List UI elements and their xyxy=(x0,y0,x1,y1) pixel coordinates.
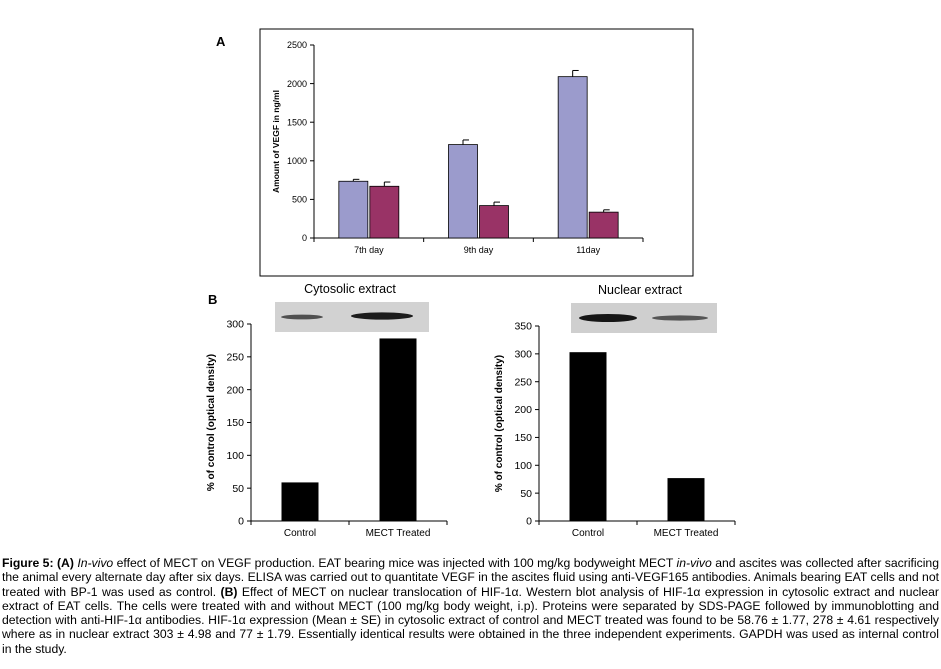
blot-band-treated xyxy=(652,315,708,321)
y-tick-label: 250 xyxy=(514,376,532,388)
chart-a: 0 500 1000 1500 2000 2500 7th day 9th day 11day A… xyxy=(271,40,644,255)
y-axis-title: Amount of VEGF in ng/ml xyxy=(271,90,281,193)
y-tick-label: 300 xyxy=(226,319,244,331)
blot-band-control xyxy=(281,314,323,320)
y-tick-label: 300 xyxy=(514,349,532,361)
chart-b-cytosolic: 0 50 100 150 200 250 300 Control MECT Treated % o… xyxy=(206,319,448,539)
caption-a-italic-1: In-vivo xyxy=(77,556,114,570)
x-category-label: MECT Treated xyxy=(366,528,431,539)
y-tick-label: 50 xyxy=(520,488,532,500)
caption-label: Figure 5: xyxy=(2,556,54,570)
caption-b-text: Effect of MECT on nuclear translocation … xyxy=(2,584,939,656)
y-tick-label: 2500 xyxy=(287,40,307,50)
bar xyxy=(369,185,400,239)
y-tick-label: 250 xyxy=(226,352,244,364)
figure-caption: Figure 5: (A) In-vivo effect of MECT on … xyxy=(2,556,939,656)
panel-a: A 0 500 1000 1500 2000 2500 7th day 9th day 11da… xyxy=(216,28,694,277)
bar xyxy=(479,205,509,239)
blot-band-control xyxy=(579,314,637,322)
western-blot-cytosolic xyxy=(275,302,429,332)
caption-a-text-1: effect of MECT on VEGF production. EAT b… xyxy=(113,556,677,570)
y-tick-label: 0 xyxy=(238,516,244,528)
bar xyxy=(667,478,705,521)
y-axis-title: % of control (optical density) xyxy=(494,355,505,492)
panel-a-label: A xyxy=(216,34,226,49)
x-category-label: 7th day xyxy=(354,245,384,255)
caption-a-italic-2: in-vivo xyxy=(676,556,712,570)
y-tick-label: 150 xyxy=(514,432,532,444)
western-blot-nuclear xyxy=(571,303,717,333)
y-tick-label: 50 xyxy=(232,483,244,495)
bar xyxy=(588,211,619,239)
y-tick-label: 1500 xyxy=(287,117,307,127)
panel-b-label: B xyxy=(208,292,217,307)
y-tick-label: 100 xyxy=(514,460,532,472)
y-tick-label: 2000 xyxy=(287,79,307,89)
x-category-label: Control xyxy=(572,528,604,539)
x-category-label: MECT Treated xyxy=(654,528,719,539)
y-tick-label: 500 xyxy=(292,195,307,205)
caption-a-tag: (A) xyxy=(56,556,74,570)
bar xyxy=(569,352,607,521)
blot-band-treated xyxy=(351,312,413,320)
y-tick-label: 350 xyxy=(514,321,532,333)
panel-b: B Cytosolic extract Nuclear extract 0 50 1… xyxy=(206,282,736,539)
bar xyxy=(448,144,478,239)
panel-b-left-title: Cytosolic extract xyxy=(304,282,396,296)
y-tick-label: 100 xyxy=(226,450,244,462)
y-tick-label: 200 xyxy=(226,384,244,396)
y-tick-label: 1000 xyxy=(287,156,307,166)
panel-a-frame xyxy=(259,28,694,277)
caption-a-text-2: and ascites was collected after sacrific… xyxy=(2,556,939,599)
panel-b-right-title: Nuclear extract xyxy=(598,283,683,297)
y-tick-label: 0 xyxy=(526,516,532,528)
bar xyxy=(338,180,369,239)
y-tick-label: 200 xyxy=(514,404,532,416)
y-tick-label: 150 xyxy=(226,417,244,429)
x-category-label: 9th day xyxy=(464,245,494,255)
x-category-label: 11day xyxy=(576,245,600,255)
chart-b-nuclear: 0 50 100 150 200 250 300 350 Control MECT Treated… xyxy=(494,321,736,539)
x-category-label: Control xyxy=(284,528,316,539)
bar xyxy=(379,338,417,521)
y-axis-title: % of control (optical density) xyxy=(206,354,217,491)
caption-b-tag: (B) xyxy=(220,584,238,599)
y-tick-label: 0 xyxy=(302,233,307,243)
bar xyxy=(281,482,319,521)
bar xyxy=(557,76,588,239)
